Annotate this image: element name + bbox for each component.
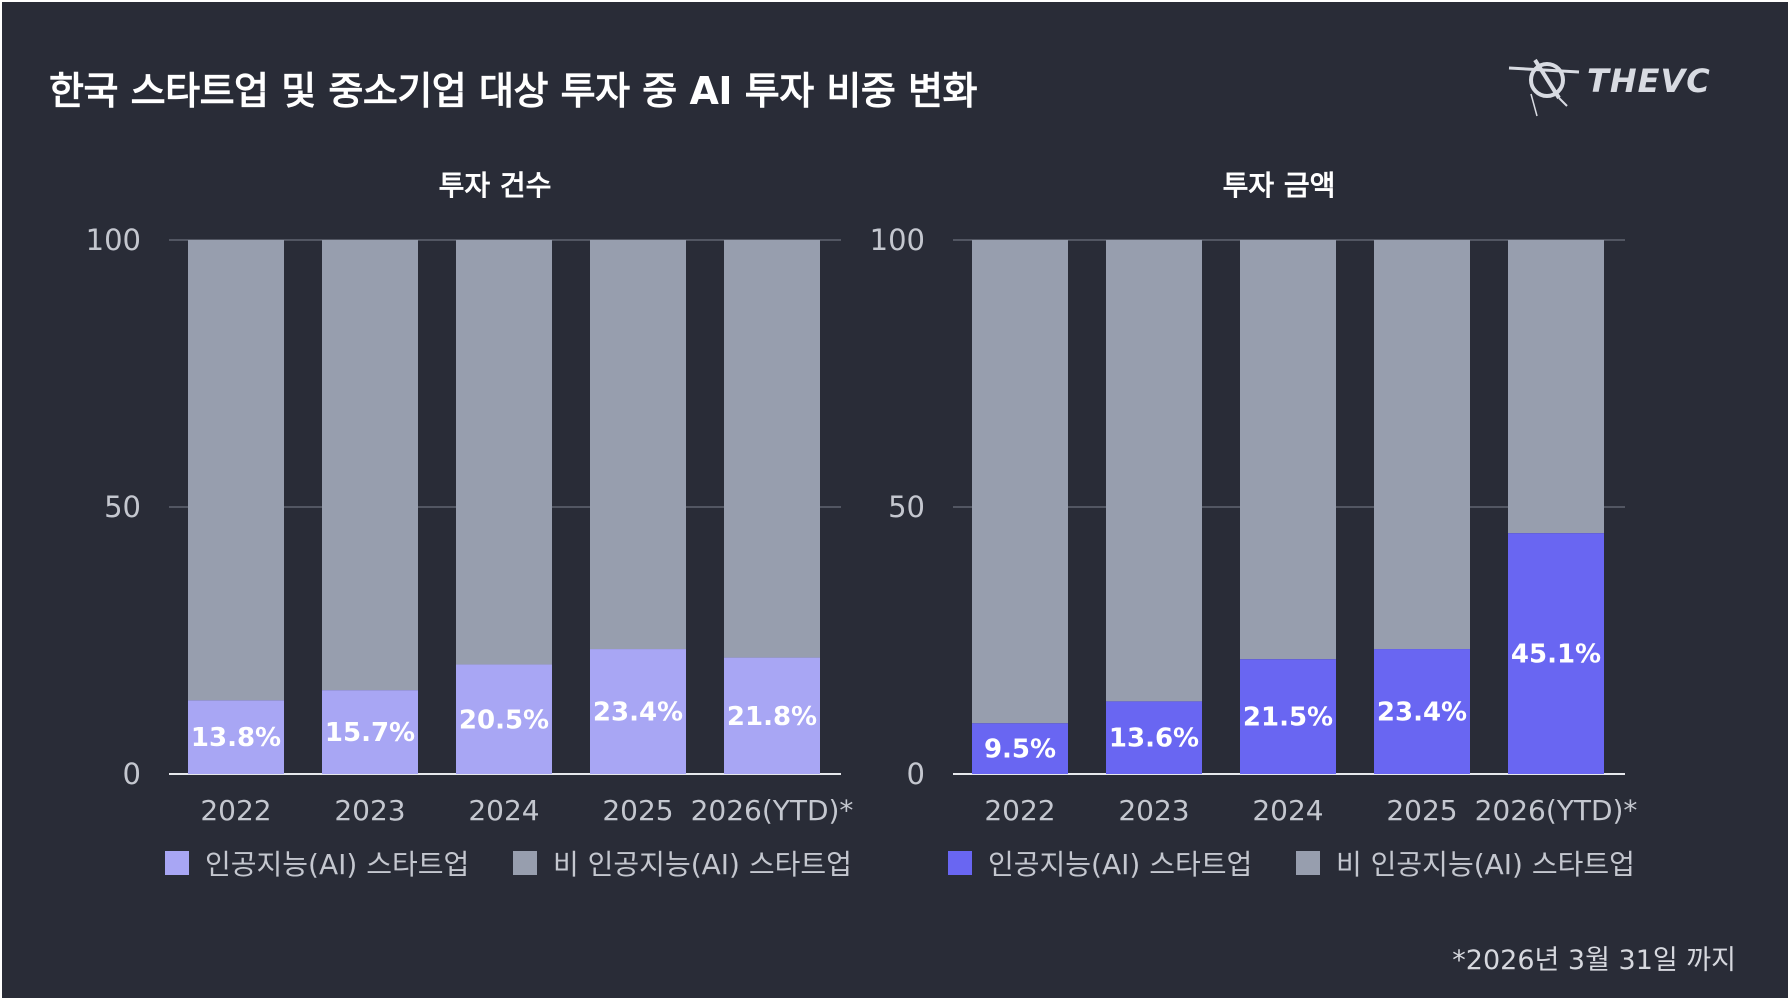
- thevc-logo: THEVC: [1507, 50, 1747, 120]
- bar-ai: [1106, 701, 1202, 774]
- bar-data-label: 23.4%: [593, 698, 683, 728]
- bar-data-label: 23.4%: [1377, 698, 1467, 728]
- bar-data-label: 21.5%: [1243, 703, 1333, 733]
- chart-investment-count: 투자 건수 0 50 100 13.8% 2022 15.7% 2023 20.5% 2024 23…: [86, 169, 854, 881]
- x-tick-label: 2024: [468, 794, 539, 827]
- bar-non-ai: [456, 240, 552, 665]
- x-tick-label: 2022: [984, 794, 1055, 827]
- x-tick-label: 2023: [334, 794, 405, 827]
- legend-swatch: [948, 851, 972, 875]
- bar-data-label: 13.8%: [191, 723, 281, 753]
- bar-non-ai: [1508, 240, 1604, 534]
- bar-non-ai: [1240, 240, 1336, 660]
- y-tick-label: 100: [86, 223, 141, 257]
- subplot-title: 투자 건수: [439, 169, 552, 202]
- bar-data-label: 45.1%: [1511, 640, 1601, 670]
- legend-label: 인공지능(AI) 스타트업: [988, 848, 1252, 881]
- bar-ai: [456, 664, 552, 774]
- bar-data-label: 15.7%: [325, 718, 415, 748]
- legend-label: 인공지능(AI) 스타트업: [205, 848, 469, 881]
- legend-swatch: [1296, 851, 1320, 875]
- bar-non-ai: [724, 240, 820, 658]
- legend-swatch: [165, 851, 189, 875]
- legend-swatch: [513, 851, 537, 875]
- legend-label: 비 인공지능(AI) 스타트업: [553, 848, 852, 881]
- bar-ai: [590, 649, 686, 774]
- bar-non-ai: [322, 240, 418, 691]
- logo-mark-icon: [1508, 58, 1580, 117]
- x-tick-label: 2025: [1386, 794, 1457, 827]
- bar-ai: [1240, 659, 1336, 774]
- y-tick-label: 50: [888, 490, 925, 524]
- legend-label: 비 인공지능(AI) 스타트업: [1336, 848, 1635, 881]
- bar-ai: [972, 723, 1068, 774]
- x-tick-label: 2024: [1252, 794, 1323, 827]
- y-tick-label: 50: [104, 490, 141, 524]
- bar-data-label: 20.5%: [459, 705, 549, 735]
- x-tick-label: 2026(YTD)*: [691, 794, 854, 827]
- bar-non-ai: [1374, 240, 1470, 650]
- y-tick-label: 100: [870, 223, 925, 257]
- bar-data-label: 13.6%: [1109, 724, 1199, 754]
- chart-investment-amount: 투자 금액 0 50 100 9.5% 2022 13.6% 2023 21.5% 2024 23.…: [870, 169, 1638, 881]
- page-title: 한국 스타트업 및 중소기업 대상 투자 중 AI 투자 비중 변화: [49, 69, 977, 113]
- bar-data-label: 21.8%: [727, 702, 817, 732]
- bar-ai: [1508, 533, 1604, 774]
- subplot-title: 투자 금액: [1223, 169, 1336, 202]
- bar-data-label: 9.5%: [984, 735, 1056, 765]
- bar-ai: [188, 700, 284, 774]
- x-tick-label: 2025: [602, 794, 673, 827]
- footnote: *2026년 3월 31일 까지: [1452, 945, 1736, 976]
- bar-non-ai: [972, 240, 1068, 724]
- y-tick-label: 0: [907, 757, 925, 791]
- x-tick-label: 2026(YTD)*: [1475, 794, 1638, 827]
- logo-text: THEVC: [1587, 62, 1711, 100]
- bar-non-ai: [590, 240, 686, 650]
- x-tick-label: 2023: [1118, 794, 1189, 827]
- bar-non-ai: [1106, 240, 1202, 702]
- bar-non-ai: [188, 240, 284, 701]
- bar-ai: [1374, 649, 1470, 774]
- x-tick-label: 2022: [200, 794, 271, 827]
- bar-ai: [724, 657, 820, 774]
- bar-ai: [322, 690, 418, 774]
- y-tick-label: 0: [123, 757, 141, 791]
